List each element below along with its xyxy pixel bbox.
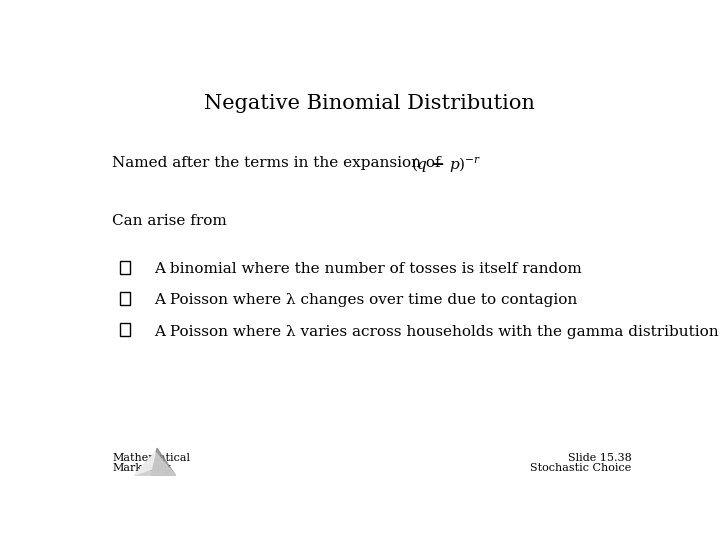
Text: Mathematical: Mathematical [112, 453, 190, 463]
Polygon shape [135, 453, 156, 475]
Text: Can arise from: Can arise from [112, 214, 227, 228]
Text: Marketing: Marketing [112, 463, 171, 473]
Bar [120, 323, 130, 336]
Text: Negative Binomial Distribution: Negative Binomial Distribution [204, 94, 534, 113]
Bar [120, 292, 130, 305]
Text: A binomial where the number of tosses is itself random: A binomial where the number of tosses is… [154, 262, 582, 276]
Text: Stochastic Choice: Stochastic Choice [530, 463, 631, 473]
Text: A Poisson where λ varies across households with the gamma distribution: A Poisson where λ varies across househol… [154, 325, 719, 339]
Text: $(q\ \mathbf{-}\ p)^{-r}$: $(q\ \mathbf{-}\ p)^{-r}$ [411, 154, 482, 174]
Text: Named after the terms in the expansion of: Named after the terms in the expansion o… [112, 156, 451, 170]
Polygon shape [135, 453, 176, 475]
Polygon shape [151, 448, 176, 475]
Bar [120, 261, 130, 274]
Text: A Poisson where λ changes over time due to contagion: A Poisson where λ changes over time due … [154, 294, 577, 307]
Text: Slide 15.38: Slide 15.38 [567, 453, 631, 463]
